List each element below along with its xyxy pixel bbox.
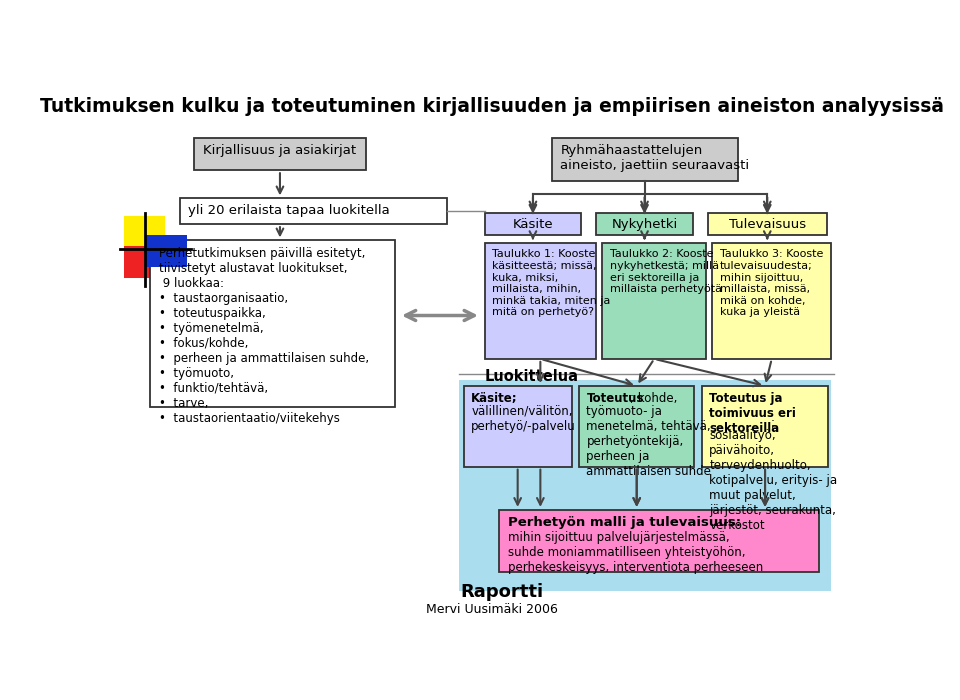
FancyBboxPatch shape <box>485 214 581 235</box>
FancyBboxPatch shape <box>485 243 596 359</box>
Text: Toteutus: Toteutus <box>587 392 644 405</box>
Text: Toteutus ja
toimivuus eri
sektoreilla: Toteutus ja toimivuus eri sektoreilla <box>709 392 796 435</box>
Text: Taulukko 3: Kooste
tulevaisuudesta;
mihin sijoittuu,
millaista, missä,
mikä on k: Taulukko 3: Kooste tulevaisuudesta; mihi… <box>720 249 823 318</box>
FancyBboxPatch shape <box>180 198 447 224</box>
Text: yli 20 erilaista tapaa luokitella: yli 20 erilaista tapaa luokitella <box>188 204 390 217</box>
FancyBboxPatch shape <box>551 138 737 181</box>
FancyBboxPatch shape <box>708 214 827 235</box>
Text: Taulukko 2: Kooste
nykyhetkestä; millä
eri sektoreilla ja
millaista perhetyötä: Taulukko 2: Kooste nykyhetkestä; millä e… <box>610 249 722 294</box>
Text: välillinen/välitön,
perhetyö/-palvelu: välillinen/välitön, perhetyö/-palvelu <box>471 405 576 433</box>
FancyBboxPatch shape <box>499 510 820 572</box>
FancyBboxPatch shape <box>124 246 165 278</box>
Text: Käsite;: Käsite; <box>471 392 517 405</box>
FancyBboxPatch shape <box>194 138 366 170</box>
Text: Tulevaisuus: Tulevaisuus <box>729 218 805 230</box>
Text: Raportti: Raportti <box>461 582 544 601</box>
FancyBboxPatch shape <box>579 386 694 467</box>
FancyBboxPatch shape <box>124 216 165 248</box>
Text: Luokittelua: Luokittelua <box>485 369 579 384</box>
Text: ;: ; <box>770 416 775 430</box>
FancyBboxPatch shape <box>702 386 828 467</box>
Text: Mervi Uusimäki 2006: Mervi Uusimäki 2006 <box>426 603 558 616</box>
Text: Taulukko 1: Kooste
käsitteestä; missä,
kuka, miksi,
millaista, mihin,
minkä taki: Taulukko 1: Kooste käsitteestä; missä, k… <box>492 249 611 318</box>
Text: Perhetutkimuksen päivillä esitetyt,
tiivistetyt alustavat luokitukset,
 9 luokka: Perhetutkimuksen päivillä esitetyt, tiiv… <box>158 247 369 425</box>
Text: sosiaalityö,
päivähoito,
terveydenhuolto,
kotipalvelu, erityis- ja
muut palvelut: sosiaalityö, päivähoito, terveydenhuolto… <box>709 429 837 532</box>
Text: Tutkimuksen kulku ja toteutuminen kirjallisuuden ja empiirisen aineiston analyys: Tutkimuksen kulku ja toteutuminen kirjal… <box>40 97 944 116</box>
FancyBboxPatch shape <box>464 386 571 467</box>
FancyBboxPatch shape <box>712 243 831 359</box>
Text: Ryhmähaastattelujen
aineisto, jaettiin seuraavasti: Ryhmähaastattelujen aineisto, jaettiin s… <box>561 144 750 172</box>
FancyBboxPatch shape <box>459 381 830 591</box>
Text: ; kohde,: ; kohde, <box>630 392 677 405</box>
Text: Nykyhetki: Nykyhetki <box>612 218 678 230</box>
Text: mihin sijoittuu palvelujärjestelmässä,
suhde moniammatilliseen yhteistyöhön,
per: mihin sijoittuu palvelujärjestelmässä, s… <box>509 531 763 575</box>
FancyBboxPatch shape <box>150 240 396 407</box>
Text: työmuoto- ja
menetelmä, tehtävä,
perhetyöntekijä,
perheen ja
ammattilaisen suhde: työmuoto- ja menetelmä, tehtävä, perhety… <box>587 405 711 477</box>
FancyBboxPatch shape <box>146 235 187 267</box>
FancyBboxPatch shape <box>596 214 693 235</box>
Text: Kirjallisuus ja asiakirjat: Kirjallisuus ja asiakirjat <box>204 144 356 158</box>
FancyBboxPatch shape <box>602 243 707 359</box>
Text: Perhetyön malli ja tulevaisuus:: Perhetyön malli ja tulevaisuus: <box>509 517 741 529</box>
Text: Käsite: Käsite <box>513 218 553 230</box>
